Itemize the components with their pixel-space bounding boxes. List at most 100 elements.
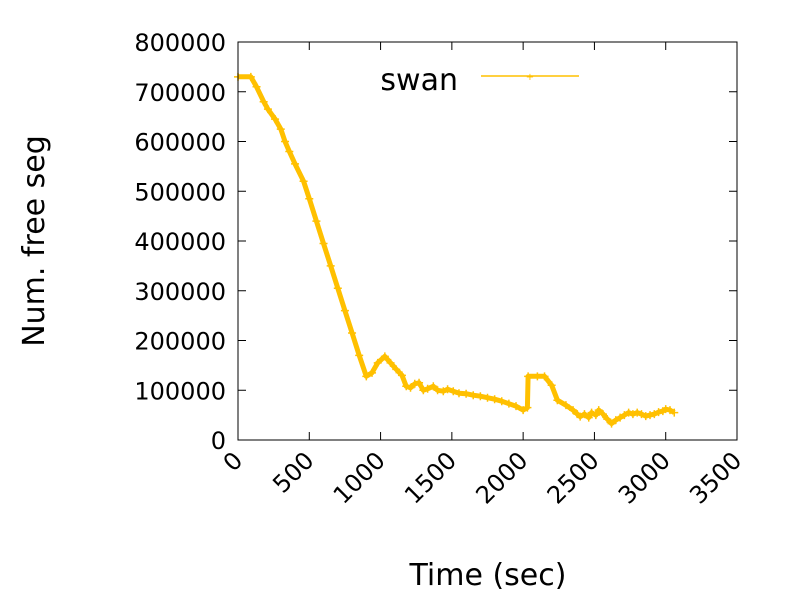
data-point [285, 147, 294, 156]
data-point [443, 385, 452, 394]
legend-marker: + [526, 72, 534, 83]
data-point [252, 82, 261, 91]
x-tick-label: 3000 [613, 446, 676, 509]
data-point [594, 406, 603, 415]
x-tick-label: 2000 [470, 446, 533, 509]
data-point [276, 125, 285, 134]
data-point [553, 396, 562, 405]
data-point [449, 387, 458, 396]
data-point [469, 391, 478, 400]
x-tick-label: 1500 [399, 446, 462, 509]
data-point [410, 379, 419, 388]
x-tick-label: 1000 [328, 446, 391, 509]
data-point [419, 386, 428, 395]
y-tick-label: 500000 [134, 178, 226, 206]
data-point [591, 411, 600, 420]
data-point [620, 411, 629, 420]
data-point [641, 412, 650, 421]
data-point [392, 365, 401, 374]
data-point [633, 408, 642, 417]
data-point [497, 397, 506, 406]
data-point [397, 371, 406, 380]
data-point [380, 352, 389, 361]
data-point [476, 392, 485, 401]
data-point [607, 419, 616, 428]
data-point [326, 261, 335, 270]
data-point [348, 329, 357, 338]
data-point [263, 105, 272, 114]
y-tick-label: 200000 [134, 328, 226, 356]
data-point [628, 410, 637, 419]
data-point [540, 372, 549, 381]
data-point [433, 386, 442, 395]
data-point [319, 239, 328, 248]
data-point [333, 284, 342, 293]
data-point [524, 372, 533, 381]
plot-frame [237, 41, 738, 441]
data-point [299, 177, 308, 186]
x-tick-label: 2500 [542, 446, 605, 509]
data-point [246, 72, 255, 81]
data-point [624, 408, 633, 417]
data-point [373, 358, 382, 367]
data-point [462, 389, 471, 398]
data-point [305, 194, 314, 203]
data-point [504, 399, 513, 408]
y-tick-label: 300000 [134, 278, 226, 306]
data-point [368, 368, 377, 377]
data-point [439, 387, 448, 396]
data-point [547, 381, 556, 390]
y-axis-ticks: 0 100000 200000 300000 400000 500000 600000 700… [134, 29, 737, 455]
data-point [580, 410, 589, 419]
data-point [603, 415, 612, 424]
y-tick-label: 100000 [134, 377, 226, 405]
data-point [281, 137, 290, 146]
data-point [291, 159, 300, 168]
data-point [259, 97, 268, 106]
data-point [665, 406, 674, 415]
data-point [523, 403, 532, 412]
y-tick-label: 800000 [134, 29, 226, 57]
data-point [533, 372, 542, 381]
data-point [483, 393, 492, 402]
data-point [611, 416, 620, 425]
data-point [271, 115, 280, 124]
data-point [576, 412, 585, 421]
x-axis-ticks: 0 500 1000 1500 2000 2500 3000 3500 [218, 42, 747, 509]
series-line-swan [238, 74, 676, 427]
x-tick-label: 500 [267, 446, 319, 498]
data-point [654, 408, 663, 417]
legend-label: swan [380, 63, 458, 98]
data-point [512, 402, 521, 411]
data-point [490, 395, 499, 404]
data-point [362, 372, 371, 381]
data-point [637, 410, 646, 419]
data-point [584, 413, 593, 422]
data-point [312, 217, 321, 226]
y-tick-label: 600000 [134, 129, 226, 157]
data-point [598, 410, 607, 419]
data-point [340, 306, 349, 315]
data-point [386, 358, 395, 367]
series-layer [234, 72, 679, 428]
data-point [355, 351, 364, 360]
data-point [561, 401, 570, 410]
y-tick-label: 400000 [134, 228, 226, 256]
data-point [650, 410, 659, 419]
data-point [402, 382, 411, 391]
data-point [519, 406, 528, 415]
x-axis-label: Time (sec) [409, 558, 567, 593]
data-point [569, 406, 578, 415]
data-point [670, 408, 679, 417]
x-tick-label: 3500 [684, 446, 747, 509]
data-point [406, 383, 415, 392]
y-tick-label: 700000 [134, 79, 226, 107]
y-axis-label: Num. free seg [17, 135, 52, 347]
y-tick-label: 0 [211, 427, 226, 455]
data-point [429, 382, 438, 391]
data-point [587, 408, 596, 417]
data-point [415, 378, 424, 387]
data-point [423, 384, 432, 393]
data-point [616, 413, 625, 422]
